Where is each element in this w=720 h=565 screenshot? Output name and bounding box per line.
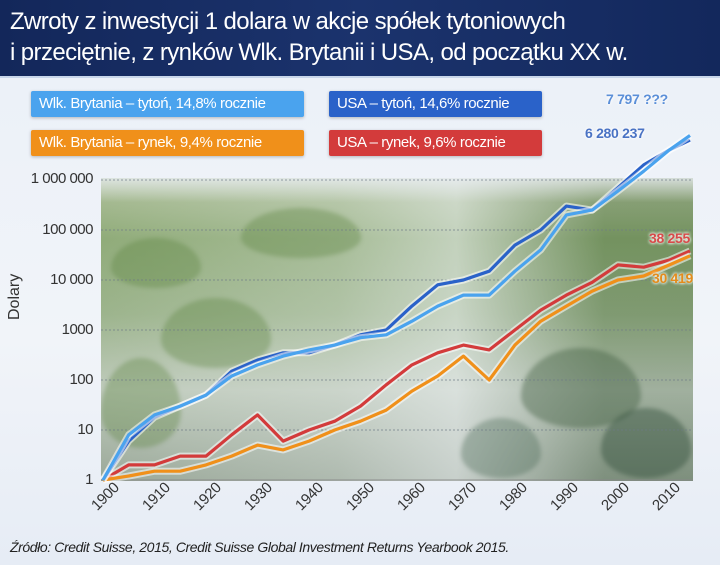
ytick-1000: 1000 — [61, 321, 94, 338]
title-line-1: Zwroty z inwestycji 1 dolara w akcje spó… — [10, 8, 566, 35]
legend-usa-tobacco: USA – tytoń, 14,6% rocznie — [329, 91, 542, 117]
legend-uk-tobacco: Wlk. Brytania – tytoń, 14,8% rocznie — [31, 91, 304, 117]
chart-title: Zwroty z inwestycji 1 dolara w akcje spó… — [10, 6, 712, 68]
ytick-10: 10 — [77, 421, 93, 438]
series-line — [101, 138, 691, 481]
legend-usa-market: USA – rynek, 9,6% rocznie — [329, 130, 542, 156]
series-line — [101, 134, 691, 481]
leaf-decoration — [601, 408, 691, 478]
series-line — [102, 254, 691, 482]
end-label-uk-market: 30 419 — [652, 270, 694, 286]
legend-label: USA – rynek, 9,6% rocznie — [337, 134, 506, 151]
leaf-decoration — [461, 418, 541, 478]
ytick-100000: 100 000 — [42, 221, 93, 238]
leaf-decoration — [241, 208, 361, 258]
header: Zwroty z inwestycji 1 dolara w akcje spó… — [0, 0, 720, 78]
legend-label: USA – tytoń, 14,6% rocznie — [337, 95, 510, 112]
end-label-usa-tobacco: 6 280 237 — [585, 125, 645, 141]
title-line-2: i przeciętnie, z rynków Wlk. Brytanii i … — [10, 39, 628, 66]
legend-uk-market: Wlk. Brytania – rynek, 9,4% rocznie — [31, 130, 304, 156]
legend-label: Wlk. Brytania – tytoń, 14,8% rocznie — [39, 95, 266, 112]
end-label-uk-tobacco: 7 797 ??? — [606, 91, 668, 107]
ytick-10000: 10 000 — [50, 271, 93, 288]
leaf-decoration — [161, 298, 271, 368]
leaf-decoration — [521, 348, 641, 428]
series-lines — [99, 132, 693, 484]
ytick-100: 100 — [69, 371, 93, 388]
legend-label: Wlk. Brytania – rynek, 9,4% rocznie — [39, 134, 262, 151]
ytick-1000000: 1 000 000 — [30, 170, 94, 187]
ytick-1: 1 — [85, 471, 93, 488]
end-label-usa-market: 38 255 — [649, 230, 691, 246]
source-note: Źródło: Credit Suisse, 2015, Credit Suis… — [10, 539, 509, 555]
series-line — [102, 249, 691, 482]
